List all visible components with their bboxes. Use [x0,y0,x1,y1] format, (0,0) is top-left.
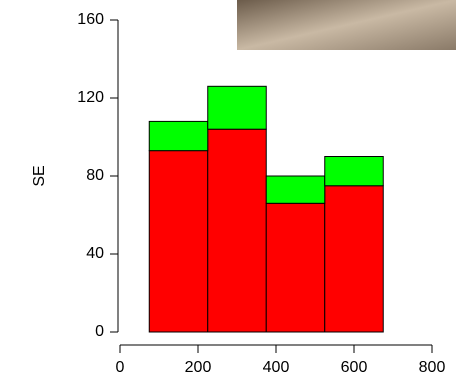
bar-segment [265,202,326,333]
bar-segment [265,175,326,204]
y-tick-label: 160 [77,11,104,28]
y-tick-label: 40 [86,245,104,262]
x-tick-label: 600 [341,359,368,376]
bar-segment [148,120,209,152]
bar-segment [207,128,267,333]
x-tick-label: 400 [263,359,290,376]
bar-segment [148,150,209,333]
y-axis-label: SE [31,165,48,186]
bar-segment [324,185,384,333]
photo-inset [237,0,456,50]
y-tick-label: 120 [77,89,104,106]
y-tick-label: 0 [95,323,104,340]
y-tick-label: 80 [86,167,104,184]
x-tick-label: 800 [419,359,446,376]
x-tick-label: 0 [116,359,125,376]
x-tick-label: 200 [185,359,212,376]
bar-segment [207,85,267,130]
bar-segment [324,156,384,187]
